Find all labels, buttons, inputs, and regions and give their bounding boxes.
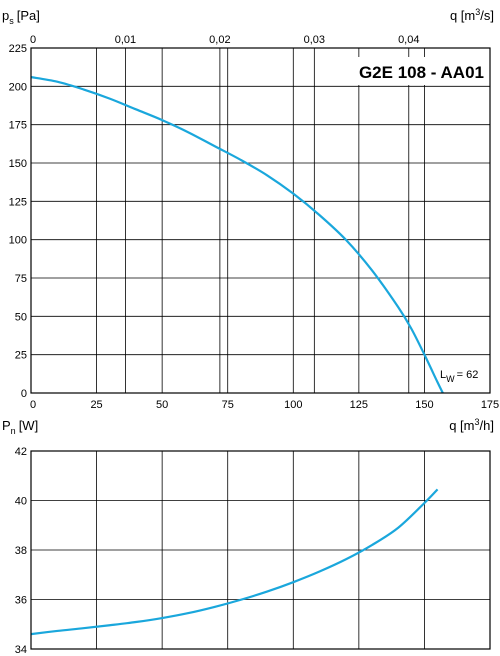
- flow-m3s-x-ticks: 0 0,01 0,02 0,03 0,04: [30, 34, 419, 46]
- pressure-plot-area: [31, 48, 490, 393]
- flow-m3h-x-ticks: 0 25 50 75 100 125 150 175: [30, 399, 499, 411]
- flow-m3h-tick-label: 25: [90, 399, 102, 411]
- pressure-y-axis-label: ps [Pa]: [2, 8, 40, 26]
- power-y-tick-label: 38: [15, 545, 27, 557]
- flow-m3h-tick-label: 0: [30, 399, 36, 411]
- power-curve: [30, 488, 439, 636]
- power-y-ticks: 34 36 38 40 42: [15, 446, 27, 656]
- flow-m3s-tick-label: 0,01: [115, 34, 136, 46]
- pressure-y-tick-label: 100: [9, 235, 27, 247]
- pressure-chart: 0 25 50 75 100 125 150 175 200 225 0 25 50 75 100 125 1…: [2, 7, 499, 433]
- power-y-axis-label: Pn [W]: [2, 418, 38, 436]
- flow-m3h-tick-label: 175: [481, 399, 499, 411]
- power-y-tick-label: 40: [15, 496, 27, 508]
- flow-m3h-tick-label: 75: [222, 399, 234, 411]
- pressure-y-tick-label: 200: [9, 81, 27, 93]
- pressure-y-tick-label: 150: [9, 158, 27, 170]
- flow-m3s-tick-label: 0: [30, 34, 36, 46]
- power-y-tick-label: 36: [15, 595, 27, 607]
- flow-m3s-tick-label: 0,04: [398, 34, 419, 46]
- pressure-y-tick-label: 0: [21, 388, 27, 400]
- chart-title: G2E 108 - AA01: [359, 63, 484, 82]
- power-y-tick-label: 42: [15, 446, 27, 458]
- flow-m3s-axis-label: q [m3/s]: [450, 7, 494, 23]
- pressure-curve: [30, 76, 444, 394]
- power-chart: 34 36 38 40 42 Pn [W]: [2, 418, 491, 656]
- flow-m3h-tick-label: 150: [415, 399, 433, 411]
- flow-m3s-tick-label: 0,02: [209, 34, 230, 46]
- power-y-tick-label: 34: [15, 644, 27, 656]
- flow-m3h-tick-label: 100: [284, 399, 302, 411]
- pressure-y-tick-label: 50: [15, 311, 27, 323]
- pressure-y-ticks: 0 25 50 75 100 125 150 175 200 225: [9, 43, 27, 400]
- power-plot-frame: [30, 450, 491, 650]
- flow-m3h-tick-label: 125: [350, 399, 368, 411]
- sound-level-annotation: LW = 62: [440, 369, 478, 384]
- pressure-y-tick-label: 175: [9, 120, 27, 132]
- pressure-y-tick-label: 75: [15, 273, 27, 285]
- title-box: [332, 57, 486, 85]
- flow-m3h-tick-label: 50: [156, 399, 168, 411]
- pressure-y-tick-label: 125: [9, 196, 27, 208]
- flow-m3h-axis-label: q [m3/h]: [449, 417, 494, 433]
- pressure-y-tick-label: 225: [9, 43, 27, 55]
- pressure-y-tick-label: 25: [15, 350, 27, 362]
- pressure-plot-frame: [30, 47, 491, 394]
- flow-m3s-tick-label: 0,03: [304, 34, 325, 46]
